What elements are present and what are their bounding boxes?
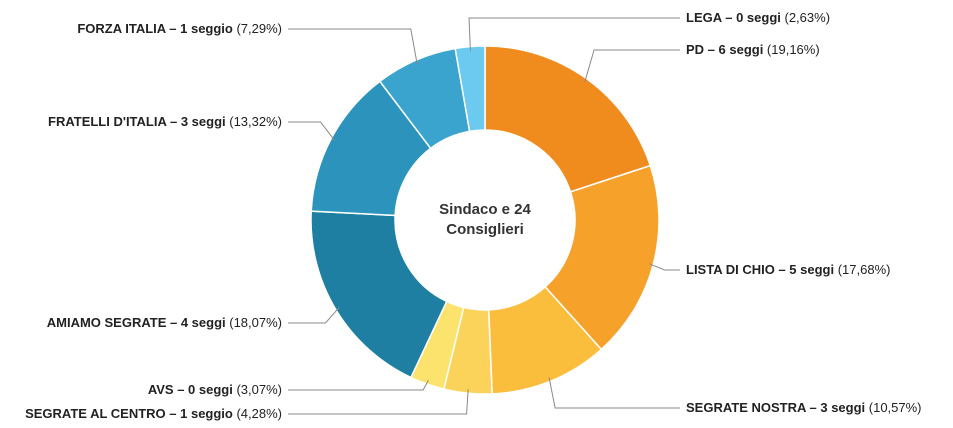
slice-label-avs: AVS – 0 seggi (3,07%) (148, 382, 282, 397)
leader-line-segrate-nostra (548, 377, 680, 409)
slice-labels: PD – 6 seggi (19,16%) LISTA DI CHIO – 5 s… (25, 10, 921, 421)
slice-label-forza-italia: FORZA ITALIA – 1 seggio (7,29%) (77, 21, 282, 36)
donut-slices (310, 45, 660, 395)
slice-lega (454, 45, 486, 133)
slice-label-lista-di-chio: LISTA DI CHIO – 5 seggi (17,68%) (686, 262, 890, 277)
leader-line-pd (584, 49, 680, 83)
slice-label-segrate-al-centro: SEGRATE AL CENTRO – 1 seggio (4,28%) (25, 406, 282, 421)
slice-pd (484, 45, 652, 193)
slice-lista-di-chio (544, 164, 660, 351)
leader-lines (288, 17, 680, 415)
leader-line-forza-italia (288, 28, 418, 65)
leader-line-lega (468, 17, 680, 51)
leader-line-lista-di-chio (649, 263, 680, 271)
leader-line-amiamo-segrate (288, 307, 340, 324)
slice-label-lega: LEGA – 0 seggi (2,63%) (686, 10, 830, 25)
center-label-line1: Sindaco e 24 (439, 201, 531, 218)
center-label-line2: Consiglieri (446, 221, 524, 238)
slice-label-amiamo-segrate: AMIAMO SEGRATE – 4 seggi (18,07%) (47, 315, 282, 330)
slice-label-segrate-nostra: SEGRATE NOSTRA – 3 seggi (10,57%) (686, 400, 922, 415)
leader-line-segrate-al-centro (288, 389, 469, 415)
slice-amiamo-segrate (310, 210, 448, 379)
leader-line-fratelli-d-italia (288, 121, 336, 141)
slice-label-pd: PD – 6 seggi (19,16%) (686, 42, 820, 57)
leader-line-avs (288, 380, 429, 391)
slice-label-fratelli-d-italia: FRATELLI D'ITALIA – 3 seggi (13,32%) (48, 114, 282, 129)
